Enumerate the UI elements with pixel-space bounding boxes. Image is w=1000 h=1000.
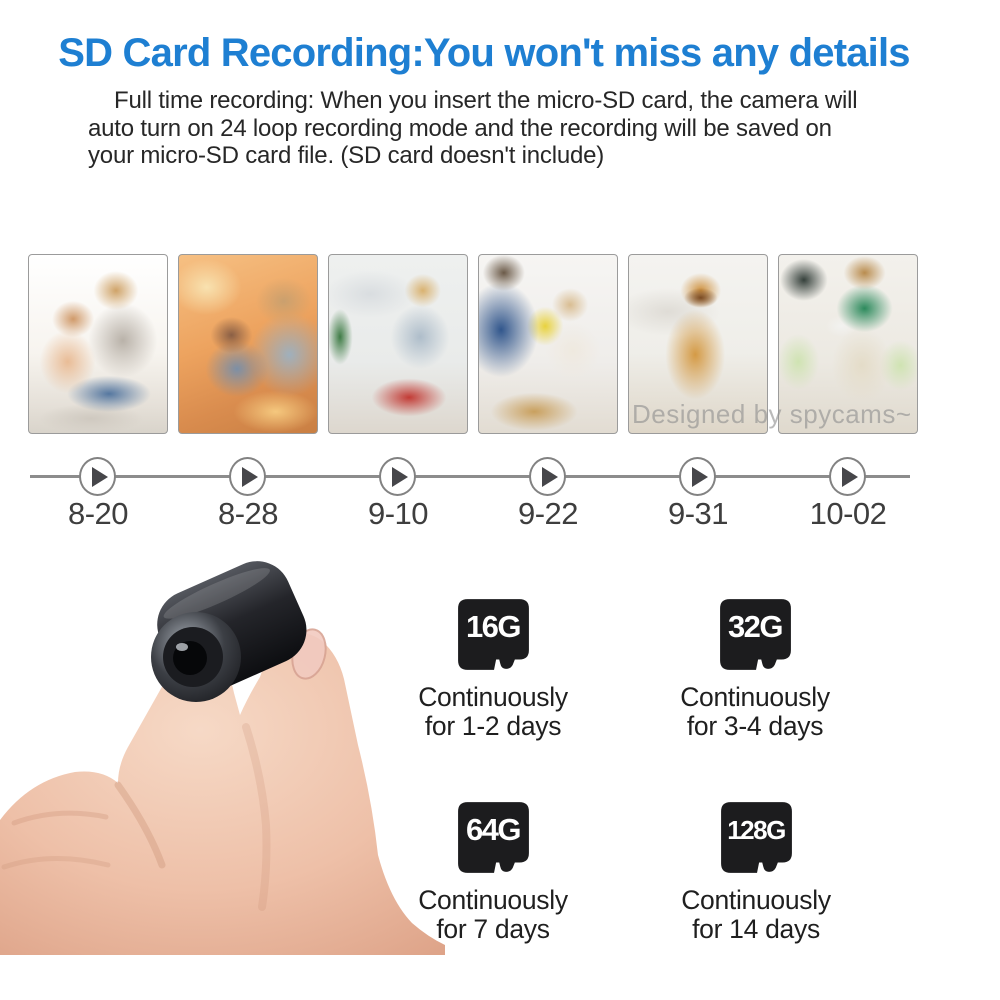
duration-text: for 7 days bbox=[436, 914, 550, 944]
play-button[interactable] bbox=[529, 457, 566, 496]
mini-camera bbox=[151, 561, 307, 702]
capacity-label: 32G bbox=[727, 609, 784, 644]
capacity-label: 16G bbox=[465, 609, 522, 644]
duration-text: Continuously bbox=[418, 682, 568, 712]
microsd-card-icon: 32G bbox=[718, 597, 793, 672]
clip-date: 9-31 bbox=[667, 496, 729, 531]
clip-thumbnail-kids-playing[interactable] bbox=[28, 254, 168, 434]
play-icon bbox=[692, 466, 708, 487]
clip-date: 10-02 bbox=[809, 496, 887, 531]
play-button[interactable] bbox=[229, 457, 266, 496]
storage-option-64g: 64G Continuously for 7 days bbox=[373, 800, 613, 944]
timeline-line bbox=[30, 475, 910, 478]
play-icon bbox=[842, 466, 858, 487]
storage-option-128g: 128G Continuously for 14 days bbox=[636, 800, 876, 944]
microsd-card-icon: 16G bbox=[456, 597, 531, 672]
play-button[interactable] bbox=[829, 457, 866, 496]
play-icon bbox=[542, 466, 558, 487]
description-line: Full time recording: When you insert the… bbox=[114, 87, 858, 114]
description-line: auto turn on 24 loop recording mode and … bbox=[88, 114, 832, 142]
page-title: SD Card Recording:You won't miss any det… bbox=[58, 30, 910, 75]
play-icon bbox=[92, 466, 108, 487]
capacity-label: 128G bbox=[727, 814, 786, 845]
watermark: Designed by spycams~ bbox=[632, 399, 912, 429]
description-line: your micro-SD card file. (SD card doesn'… bbox=[88, 142, 605, 169]
duration-text: for 14 days bbox=[692, 914, 820, 944]
clip-thumbnail-family-baking[interactable] bbox=[778, 254, 918, 434]
duration-text: for 1-2 days bbox=[424, 711, 562, 741]
clip-thumbnail-father-son-sunlight[interactable] bbox=[178, 254, 318, 434]
clip-date: 9-22 bbox=[517, 496, 579, 531]
recorded-clips-strip bbox=[28, 254, 918, 434]
duration-text: Continuously bbox=[418, 885, 568, 915]
duration-text: for 3-4 days bbox=[686, 711, 824, 741]
storage-option-32g: 32G Continuously for 3-4 days bbox=[635, 597, 875, 741]
hand-shape bbox=[0, 633, 445, 955]
clip-date: 9-10 bbox=[367, 496, 429, 531]
microsd-card-icon: 64G bbox=[456, 800, 531, 875]
play-icon bbox=[392, 466, 408, 487]
clip-date: 8-20 bbox=[67, 496, 129, 531]
play-button[interactable] bbox=[379, 457, 416, 496]
duration-text: Continuously bbox=[680, 682, 830, 712]
microsd-card-icon: 128G bbox=[719, 800, 794, 875]
duration-text: Continuously bbox=[681, 885, 831, 915]
clip-date: 8-28 bbox=[217, 496, 279, 531]
clip-thumbnail-golden-retriever[interactable] bbox=[628, 254, 768, 434]
clip-thumbnail-unpacking-box[interactable] bbox=[478, 254, 618, 434]
hand-holding-mini-camera-photo bbox=[0, 561, 445, 955]
description: Full time recording: When you insert the… bbox=[88, 87, 858, 170]
play-button[interactable] bbox=[79, 457, 116, 496]
play-icon bbox=[242, 466, 258, 487]
clip-thumbnail-boy-kitchen-floor[interactable] bbox=[328, 254, 468, 434]
storage-option-16g: 16G Continuously for 1-2 days bbox=[373, 597, 613, 741]
play-button[interactable] bbox=[679, 457, 716, 496]
capacity-label: 64G bbox=[465, 812, 522, 847]
